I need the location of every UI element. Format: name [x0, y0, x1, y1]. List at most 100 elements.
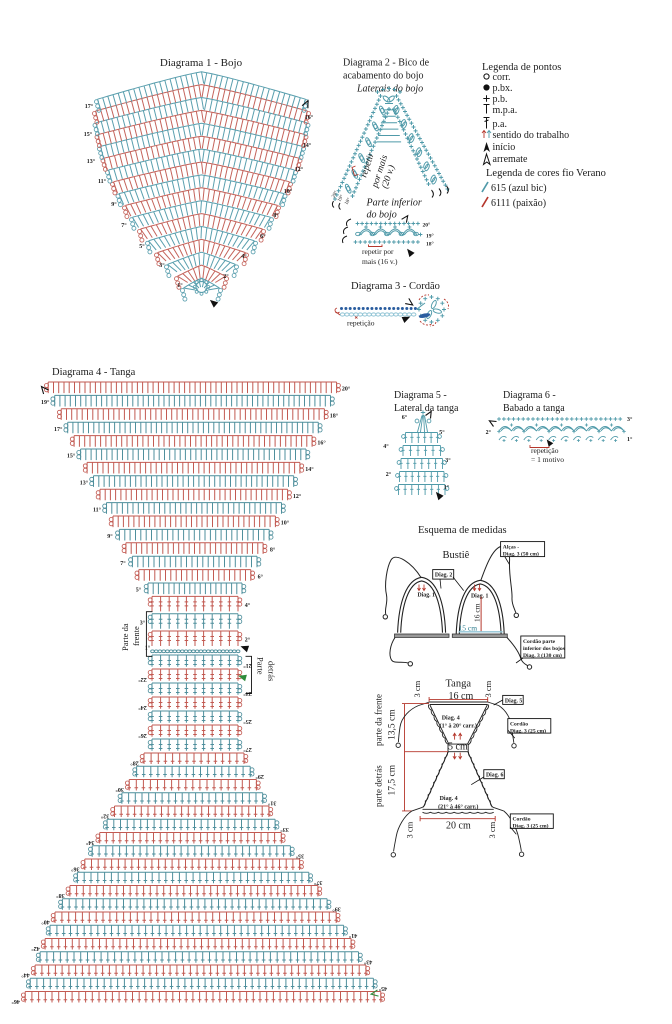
svg-text:33°: 33°: [280, 826, 289, 833]
svg-text:27°: 27°: [243, 746, 252, 753]
svg-text:3 cm: 3 cm: [405, 821, 415, 838]
svg-text:repetição: repetição: [531, 446, 559, 455]
svg-text:Diag. 4: Diag. 4: [442, 716, 460, 722]
svg-text:Babado a tanga: Babado a tanga: [503, 403, 565, 414]
svg-text:16°: 16°: [305, 114, 314, 121]
svg-text:Diag. 1: Diag. 1: [471, 594, 488, 600]
svg-text:615 (azul bic): 615 (azul bic): [491, 183, 547, 194]
svg-text:35°: 35°: [295, 852, 304, 859]
svg-text:26°: 26°: [138, 732, 147, 739]
svg-text:18°: 18°: [344, 197, 352, 206]
svg-text:17°: 17°: [54, 426, 63, 433]
svg-text:34°: 34°: [85, 839, 94, 846]
svg-text:Cordão: Cordão: [510, 721, 528, 727]
svg-text:Alças -: Alças -: [503, 544, 519, 550]
svg-text:Diagrama 6 -: Diagrama 6 -: [503, 390, 556, 401]
svg-text:20 cm: 20 cm: [446, 821, 471, 832]
svg-text:28°: 28°: [130, 760, 139, 767]
svg-text:1°: 1°: [627, 436, 633, 443]
svg-text:Parte inferior: Parte inferior: [366, 198, 422, 209]
svg-text:5 cm: 5 cm: [448, 742, 468, 753]
svg-text:18°: 18°: [330, 413, 339, 420]
svg-text:16 cm: 16 cm: [473, 603, 482, 622]
svg-text:sentido do trabalho: sentido do trabalho: [493, 130, 570, 141]
svg-text:8°: 8°: [270, 547, 276, 554]
svg-text:Diag. 3 (25 cm): Diag. 3 (25 cm): [513, 823, 549, 830]
svg-text:10°: 10°: [281, 520, 290, 527]
svg-text:Diag. 6: Diag. 6: [486, 773, 503, 779]
svg-text:p.bx.: p.bx.: [493, 83, 513, 94]
svg-text:45°: 45°: [378, 985, 387, 992]
svg-text:11°: 11°: [93, 506, 102, 513]
svg-text:Bustiê: Bustiê: [443, 550, 470, 561]
svg-text:8°: 8°: [273, 212, 279, 219]
svg-text:5°: 5°: [136, 587, 142, 594]
svg-text:Tanga: Tanga: [446, 679, 472, 690]
svg-text:Diagrama 4 - Tanga: Diagrama 4 - Tanga: [52, 367, 136, 378]
svg-text:Legenda de pontos: Legenda de pontos: [482, 62, 561, 73]
svg-text:Cordão parte: Cordão parte: [523, 639, 556, 645]
svg-text:29°: 29°: [255, 773, 264, 780]
svg-text:Diag. 3 (25 cm): Diag. 3 (25 cm): [510, 727, 546, 734]
svg-text:frente: frente: [131, 626, 141, 646]
svg-text:Legenda de cores fio Verano: Legenda de cores fio Verano: [486, 168, 606, 179]
svg-text:Diagrama 1 - Bojo: Diagrama 1 - Bojo: [160, 57, 243, 69]
svg-text:5°: 5°: [439, 429, 445, 436]
svg-text:17,5 cm: 17,5 cm: [388, 764, 398, 795]
svg-text:2°: 2°: [386, 471, 392, 478]
svg-text:Diag. 4: Diag. 4: [440, 796, 458, 802]
svg-text:3 cm: 3 cm: [483, 680, 493, 697]
svg-text:43°: 43°: [363, 958, 372, 965]
svg-text:15°: 15°: [84, 131, 93, 138]
svg-text:Diagrama 2 - Bico de: Diagrama 2 - Bico de: [343, 58, 430, 69]
svg-text:19°: 19°: [41, 399, 50, 406]
svg-text:31°: 31°: [267, 799, 276, 806]
svg-text:24°: 24°: [138, 704, 147, 711]
svg-text:37°: 37°: [313, 879, 322, 886]
svg-text:6°: 6°: [258, 573, 264, 580]
svg-text:15°: 15°: [67, 453, 76, 460]
svg-text:repetir por: repetir por: [362, 247, 394, 256]
svg-text:25°: 25°: [243, 718, 252, 725]
svg-text:9°: 9°: [111, 201, 117, 208]
svg-text:17°: 17°: [85, 103, 94, 110]
svg-text:Cordão: Cordão: [513, 817, 531, 823]
svg-text:3 cm: 3 cm: [487, 821, 497, 838]
svg-text:Diag. 5: Diag. 5: [505, 698, 522, 704]
svg-text:46°: 46°: [11, 998, 20, 1005]
svg-text:18°: 18°: [426, 241, 434, 248]
svg-text:21°: 21°: [243, 662, 252, 669]
svg-text:38°: 38°: [56, 892, 65, 899]
svg-text:parte detrás: parte detrás: [374, 765, 384, 807]
svg-text:13,5 cm: 13,5 cm: [388, 709, 398, 740]
svg-text:32°: 32°: [100, 813, 109, 820]
svg-text:(1° à 20° carr.): (1° à 20° carr.): [440, 723, 477, 730]
svg-text:inferior dos bojos: inferior dos bojos: [523, 646, 566, 652]
svg-text:20°: 20°: [342, 386, 351, 393]
svg-text:12°: 12°: [293, 493, 302, 500]
svg-text:16 cm: 16 cm: [449, 691, 474, 702]
svg-text:Lateral da tanga: Lateral da tanga: [394, 403, 459, 414]
svg-text:40°: 40°: [41, 919, 50, 926]
svg-text:6°: 6°: [402, 414, 408, 421]
svg-text:2°: 2°: [486, 429, 492, 436]
svg-text:16°: 16°: [317, 439, 326, 446]
svg-text:7°: 7°: [120, 560, 126, 567]
svg-text:parte da frente: parte da frente: [374, 694, 384, 746]
svg-text:do bojo: do bojo: [367, 210, 397, 221]
svg-text:14°: 14°: [303, 142, 312, 149]
svg-text:20°: 20°: [331, 190, 339, 199]
svg-text:22°: 22°: [138, 676, 147, 683]
svg-text:(21° à 46° carr.): (21° à 46° carr.): [438, 804, 478, 811]
svg-text:6111 (paixão): 6111 (paixão): [491, 198, 546, 209]
svg-text:Parte da: Parte da: [120, 623, 130, 651]
svg-text:Esquema de medidas: Esquema de medidas: [418, 525, 507, 536]
svg-text:41°: 41°: [348, 932, 357, 939]
svg-text:11°: 11°: [98, 178, 107, 185]
svg-text:15 cm: 15 cm: [459, 624, 478, 633]
svg-text:Diag. 3 (130 cm): Diag. 3 (130 cm): [523, 652, 562, 659]
svg-text:acabamento do bojo: acabamento do bojo: [343, 71, 424, 82]
svg-text:= 1 motivo: = 1 motivo: [531, 455, 564, 464]
svg-text:arremate: arremate: [493, 154, 529, 165]
svg-text:3°: 3°: [445, 457, 451, 464]
